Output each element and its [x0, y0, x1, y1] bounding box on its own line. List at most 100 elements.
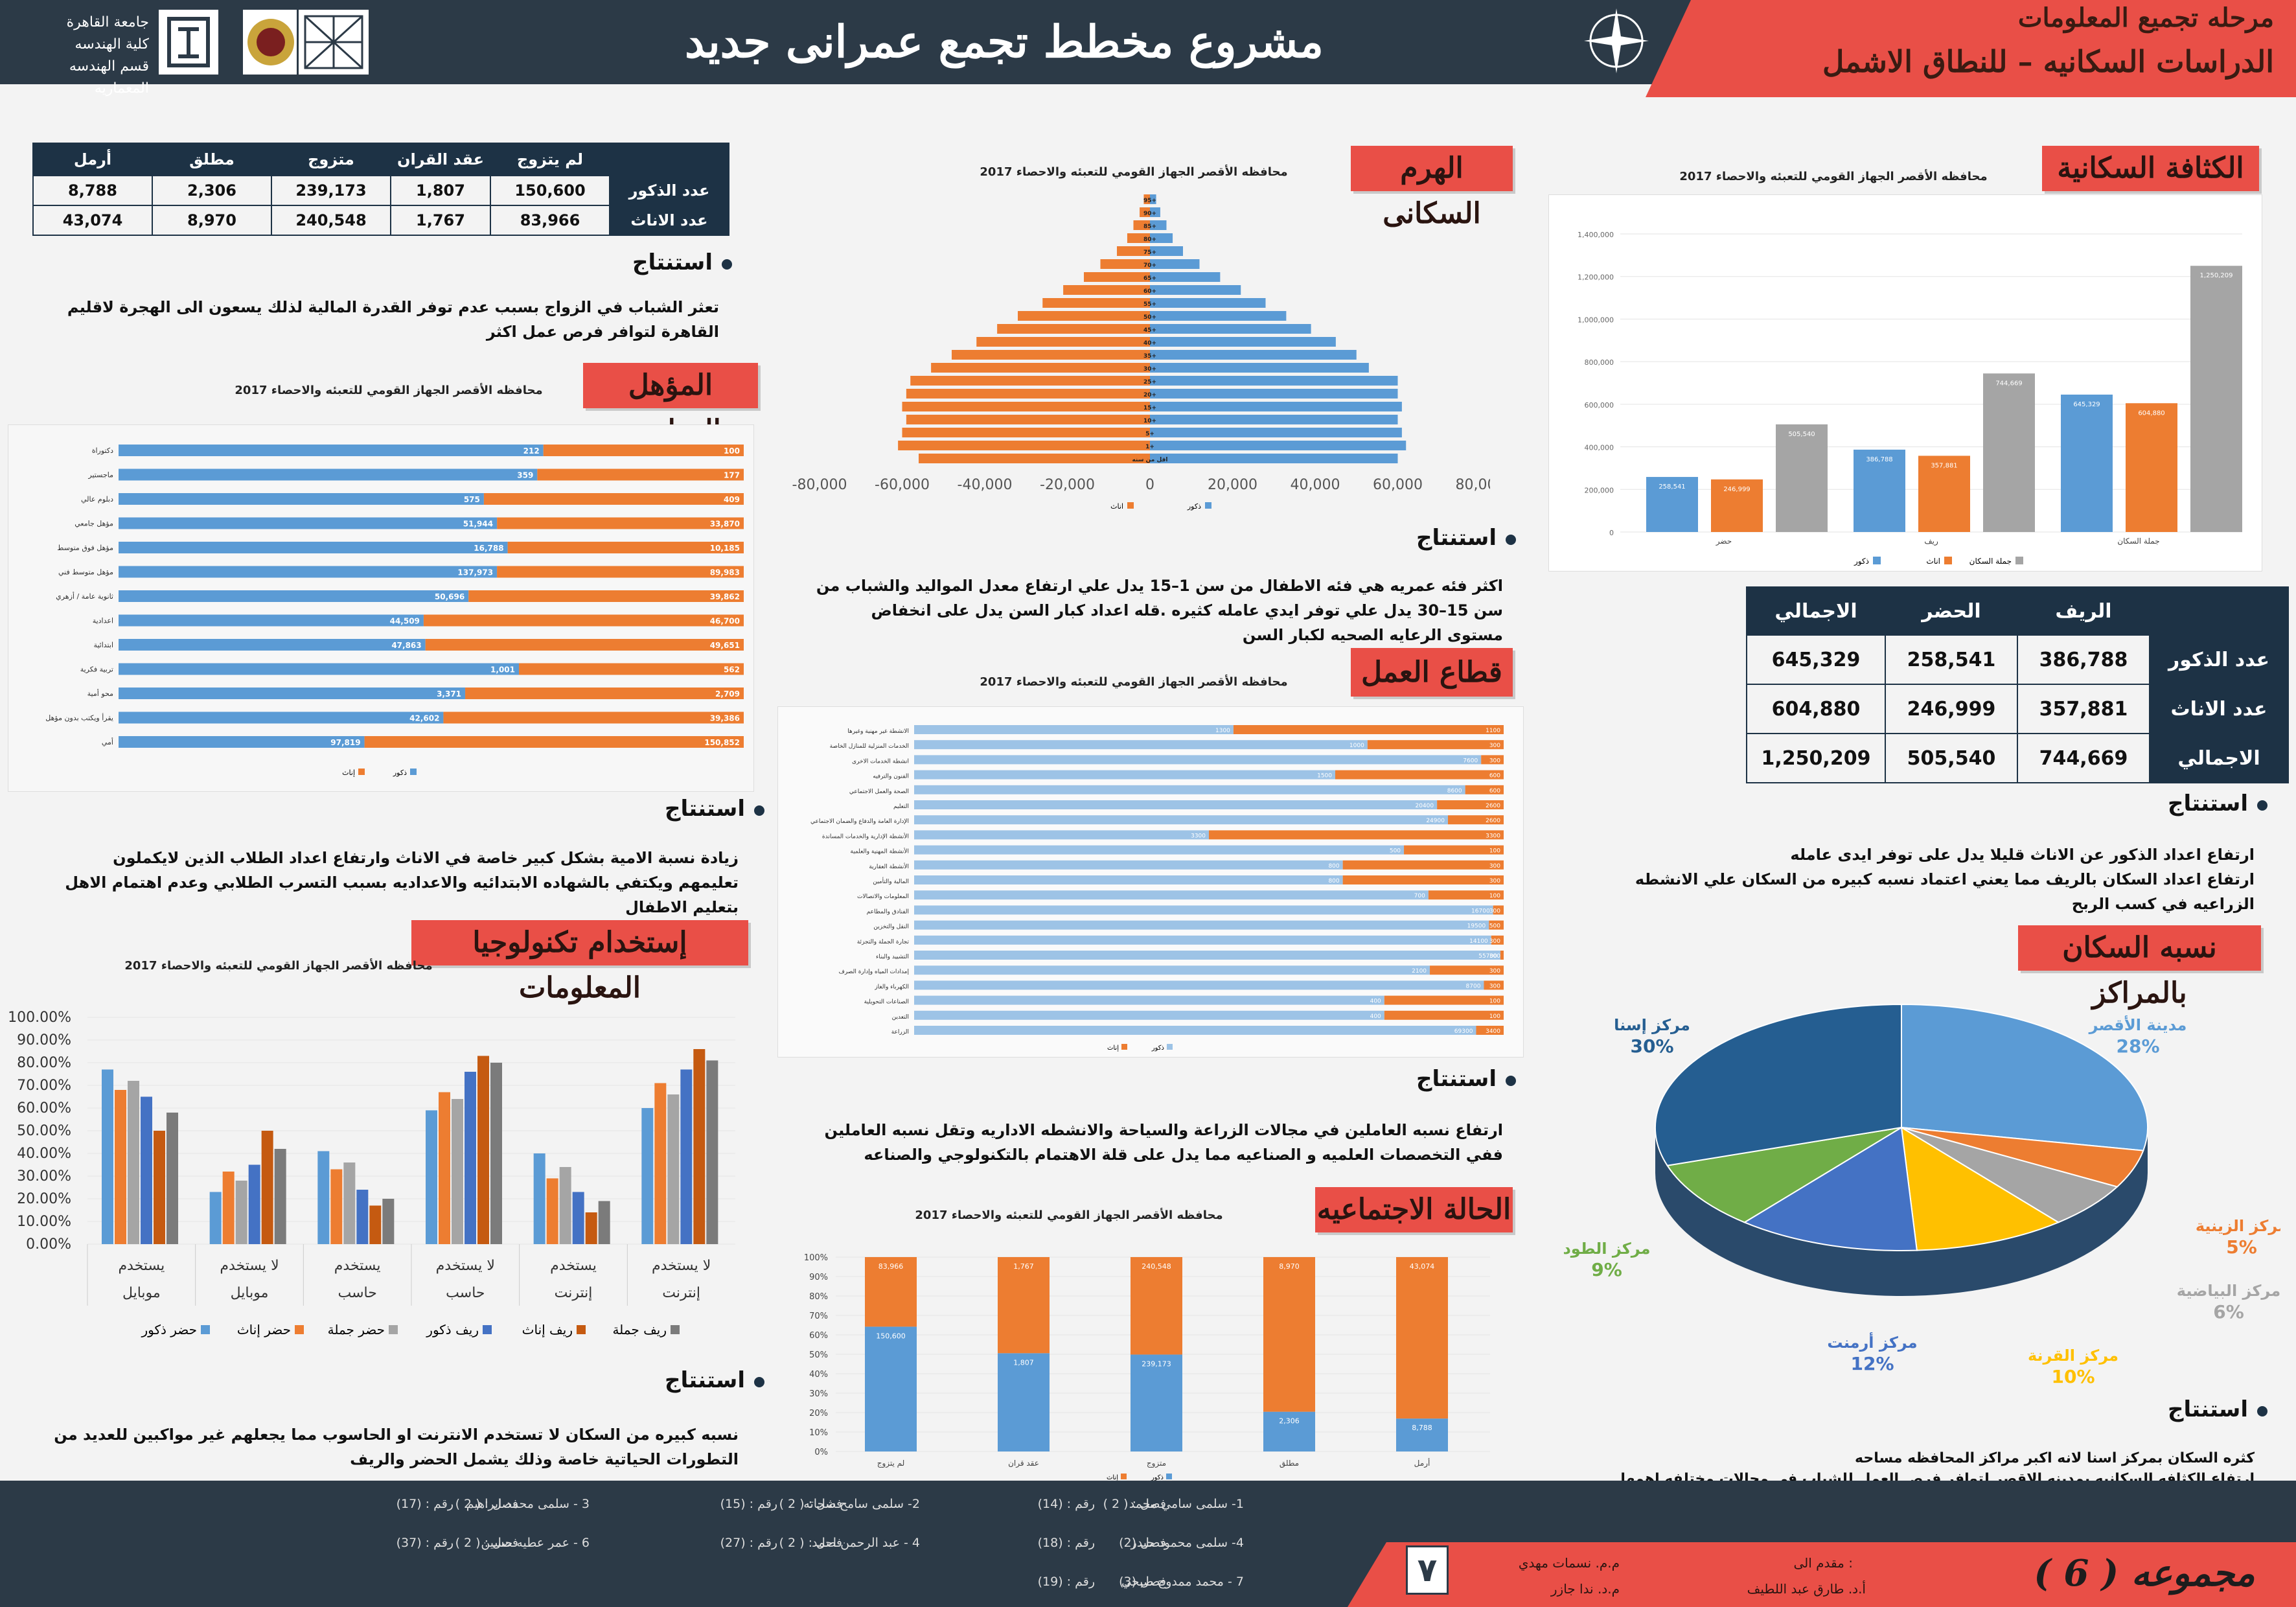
pie-slice: [1743, 1126, 1918, 1251]
member-field: فصل (2): [1119, 1536, 1166, 1550]
data-label: 2600: [1486, 818, 1500, 824]
it-bar: [330, 1169, 343, 1244]
work-bar-male: [914, 755, 1482, 765]
x-group-label: إنترنت: [555, 1285, 593, 1301]
table-cell: 505,540: [1885, 733, 2018, 783]
footer-red-banner: [1348, 1542, 2296, 1607]
pyramid-age-label: 85+: [1143, 224, 1156, 230]
it-bar: [426, 1110, 437, 1244]
it-title: إستخدام تكنولوجيا المعلومات: [411, 920, 748, 1004]
pie-slice-name: مدينة الأقصر: [2089, 1015, 2187, 1034]
centers-title: نسبه السكان بالمراكز: [2018, 925, 2261, 1010]
it-bar: [141, 1096, 152, 1244]
work-bar-female: [1367, 740, 1504, 750]
y-tick-label: 800,000: [1585, 358, 1614, 367]
y-tick-label: 200,000: [1585, 486, 1614, 494]
member-field: 3 - سلمى محمد ابراهيم: [466, 1497, 590, 1511]
pyramid-bar-male: [1150, 389, 1398, 399]
data-label: 49,651: [710, 641, 740, 650]
page-number: ٧: [1406, 1545, 1449, 1595]
pyramid-age-label: 40+: [1143, 340, 1156, 347]
y-tick-label: 20.00%: [17, 1191, 71, 1207]
data-label: 700: [1414, 893, 1425, 899]
pyramid-bar-female: [906, 389, 1150, 399]
legend-swatch: [295, 1325, 304, 1334]
table-cell: 239,173: [271, 175, 391, 206]
work-bar-male: [914, 770, 1335, 780]
it-bar: [533, 1153, 545, 1244]
work-bar-female: [1428, 890, 1504, 900]
conclusion-line: ارتفاع اعداد الذكور عن الاناث قليلا يدل …: [1790, 846, 2255, 864]
data-label: 300: [1489, 908, 1500, 914]
data-label: 39,386: [710, 714, 740, 723]
y-tick-label: 1,400,000: [1578, 231, 1614, 239]
education-bar-female: [468, 590, 744, 602]
y-tick-label: 30.00%: [17, 1168, 71, 1185]
social-bar-female: [1396, 1257, 1448, 1419]
education-bar-female: [423, 614, 744, 627]
conclusion-label: استنتاج: [1416, 525, 1497, 551]
data-label: 800: [1328, 863, 1339, 870]
pyramid-bar-female: [902, 428, 1150, 437]
table-row: 645,329 258,541 386,788 عدد الذكور: [1746, 634, 2289, 685]
member-field: 7 - محمد ممدوح صبحي: [1121, 1575, 1244, 1589]
x-group-label: حاسب: [338, 1285, 376, 1301]
pyramid-bar-female: [898, 441, 1150, 450]
density-bar: [2126, 403, 2177, 532]
education-category-label: دكتوراة: [92, 446, 113, 455]
work-category-label: تجارة الجملة والتجزئة: [857, 939, 910, 945]
department-logo: [297, 8, 371, 76]
pyramid-age-label: 80+: [1143, 237, 1156, 243]
data-label: 100: [724, 446, 740, 456]
work-category-label: المعلومات والاتصالات: [857, 894, 909, 900]
work-chart-svg: الانشطة غير مهنية وغيرها 1300 1100 الخدمات …: [810, 725, 1504, 1052]
bullet-icon: [1506, 535, 1516, 545]
pyramid-bar-female: [1018, 311, 1150, 321]
social-bar-female: [1263, 1257, 1315, 1412]
pyramid-bar-male: [1150, 207, 1160, 217]
legend-swatch: [1127, 502, 1134, 509]
education-category-label: دبلوم عالي: [81, 495, 113, 503]
university-line: قسم الهندسه المعماريه: [69, 58, 149, 97]
x-tick-label: 40,000: [1291, 477, 1340, 493]
it-bar: [546, 1178, 558, 1244]
pyramid-bar-female: [1117, 246, 1150, 256]
pyramid-bar-female: [1133, 220, 1150, 230]
page-title: مشروع مخطط تجمع عمرانى جديد: [685, 16, 1324, 68]
work-category-label: الكهرباء والغاز: [874, 984, 909, 990]
data-label: 2,306: [1279, 1417, 1300, 1426]
it-bar: [209, 1192, 222, 1244]
header-red-banner: [1646, 0, 2296, 97]
pyramid-age-label: 55+: [1143, 301, 1156, 308]
work-bar-female: [1437, 800, 1504, 809]
work-bar-male: [914, 980, 1484, 990]
work-bar-male: [914, 875, 1343, 884]
faculty-logo: [241, 8, 301, 76]
data-label: 150,852: [704, 738, 740, 747]
density-conclusion: ارتفاع اعداد الذكور عن الاناث قليلا يدل …: [1607, 842, 2255, 916]
legend-label: حضر إناث: [237, 1322, 291, 1338]
pyramid-title: الهرم السكانى: [1351, 146, 1513, 230]
data-label: 604,880: [2138, 410, 2164, 417]
data-label: 1,807: [1013, 1358, 1034, 1367]
work-category-label: التشييد والبناء: [876, 954, 909, 960]
pie-slice-name: مركز أرمنت: [1827, 1332, 1917, 1352]
data-label: 500: [1489, 923, 1500, 930]
education-bar-male: [119, 736, 365, 748]
member-field: فصل : ( 2 ): [779, 1536, 842, 1550]
pyramid-age-label: 45+: [1143, 327, 1156, 334]
data-label: 43,074: [1410, 1262, 1435, 1271]
pyramid-bar-male: [1150, 246, 1183, 256]
table-row: 604,880 246,999 357,881 عدد الاناث: [1746, 684, 2289, 734]
bullet-icon: [2257, 800, 2267, 811]
y-tick-label: 1,000,000: [1578, 316, 1614, 324]
density-th-urban: الحضر: [1885, 586, 2018, 636]
y-tick-label: 10%: [809, 1428, 828, 1438]
member-field: فصل : ( 2 ): [779, 1497, 842, 1511]
pie-slice-label: 30%: [1630, 1035, 1673, 1057]
y-tick-label: 20%: [809, 1409, 828, 1418]
data-label: 2600: [1486, 803, 1500, 809]
it-chart: 0.00% 10.00% 20.00% 30.00% 40.00% 50.00% 60.00…: [0, 991, 752, 1354]
social-bar-male: [1396, 1418, 1448, 1451]
social-bar-male: [998, 1353, 1050, 1451]
